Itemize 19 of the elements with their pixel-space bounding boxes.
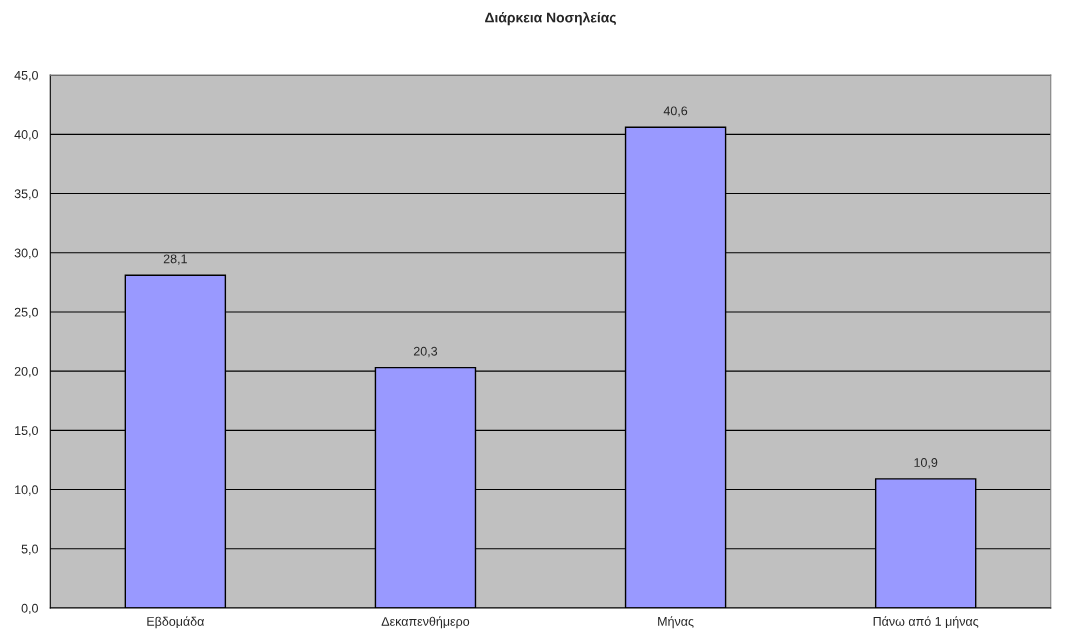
y-tick-label: 20,0 [14,366,38,378]
data-label: 40,6 [663,106,688,117]
y-tick-label: 25,0 [14,307,38,319]
data-label: 28,1 [163,254,187,265]
y-tick-label: 5,0 [21,544,38,555]
y-tick-label: 45,0 [14,70,38,82]
data-label: 20,3 [413,346,438,358]
data-label: 10,9 [914,458,938,469]
y-tick-label: 35,0 [14,189,38,200]
y-tick-label: 15,0 [15,426,38,437]
y-tick-label: 10,0 [15,485,38,496]
x-tick-label: Μήνας [658,616,694,629]
x-tick-label: Πάνω από 1 μήνας [873,616,979,629]
x-tick-label: Εβδομάδα [147,616,205,629]
chart-title: Διάρκεια Νοσηλείας [485,11,616,26]
y-tick-label: 0,0 [21,603,38,615]
y-tick-label: 30,0 [14,248,38,259]
y-tick-label: 40,0 [14,130,38,141]
x-tick-label: Δεκαπενθήμερο [381,616,470,629]
